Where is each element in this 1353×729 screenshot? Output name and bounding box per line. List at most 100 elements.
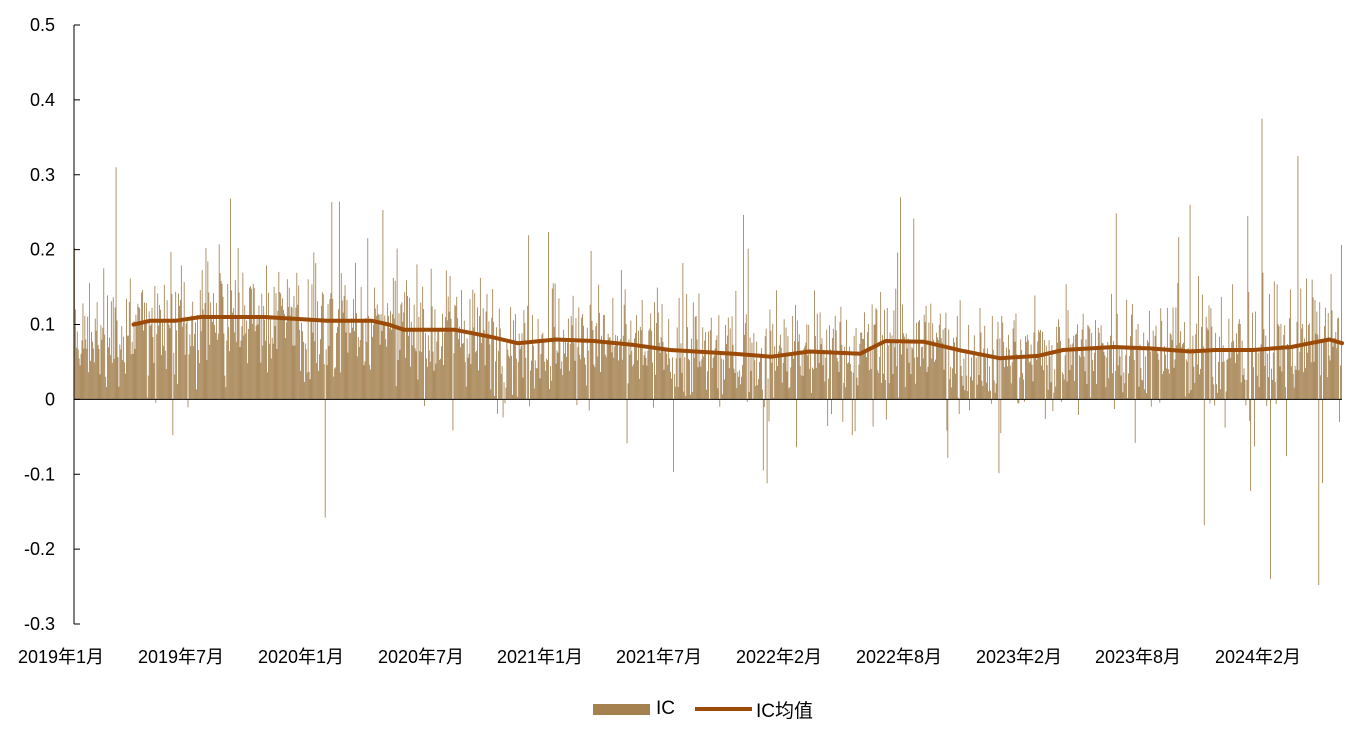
ic-bar	[166, 300, 168, 400]
ic-bar	[701, 359, 703, 400]
ic-bar	[677, 387, 679, 400]
ic-bar	[1186, 361, 1188, 400]
ic-bar	[934, 361, 936, 400]
ic-bar	[325, 349, 327, 400]
ic-bar	[443, 365, 444, 400]
ic-bar	[693, 357, 695, 400]
ic-bar	[135, 314, 137, 400]
ic-bar	[915, 383, 917, 400]
ic-bar	[414, 348, 416, 400]
ic-bar	[134, 348, 136, 400]
ic-bar	[1080, 339, 1082, 400]
ic-bar	[929, 340, 931, 400]
ic-bar	[519, 349, 521, 400]
ic-bar	[760, 348, 762, 400]
ic-bar	[620, 339, 621, 400]
ic-bar	[1266, 399, 1268, 406]
ic-bar	[937, 340, 939, 400]
ic-bar	[275, 293, 277, 400]
ic-bar	[400, 304, 402, 400]
ic-bar	[739, 370, 741, 400]
ic-bar	[695, 316, 697, 400]
ic-bar	[1325, 338, 1327, 400]
ic-bar	[706, 389, 707, 400]
y-tick-label: -0.1	[24, 464, 55, 484]
ic-bar	[585, 385, 587, 400]
ic-bar	[778, 345, 780, 400]
ic-bar	[1012, 328, 1014, 400]
ic-bar	[115, 167, 117, 400]
ic-bar	[1193, 366, 1195, 400]
ic-bar	[569, 343, 571, 400]
ic-bar	[1253, 367, 1254, 400]
ic-bar	[1255, 350, 1257, 400]
ic-bar	[230, 198, 231, 400]
ic-bar	[872, 399, 874, 427]
ic-bar	[595, 326, 597, 400]
ic-bar	[1126, 299, 1128, 400]
ic-bar	[857, 385, 859, 400]
ic-bar	[952, 368, 953, 400]
ic-bar	[778, 351, 779, 400]
ic-bar	[1286, 399, 1288, 457]
ic-bar	[1228, 318, 1230, 400]
ic-bar	[109, 337, 110, 400]
ic-bar	[216, 339, 218, 400]
ic-bar	[88, 372, 90, 400]
ic-bar	[399, 349, 401, 400]
ic-bar	[433, 370, 435, 400]
ic-bar	[508, 355, 510, 400]
ic-bar	[759, 362, 760, 400]
ic-bar	[1070, 344, 1072, 400]
ic-bar	[1236, 354, 1238, 400]
ic-bar	[1135, 329, 1137, 400]
ic-bar	[524, 322, 526, 400]
ic-bar	[1153, 349, 1155, 400]
ic-bar	[1033, 332, 1035, 400]
ic-bar	[1138, 386, 1140, 400]
ic-bar	[296, 272, 298, 400]
x-tick-label: 2022年8月	[856, 647, 942, 667]
ic-bar	[777, 365, 778, 400]
ic-bar	[144, 302, 145, 400]
ic-bar	[248, 328, 249, 400]
ic-bar	[1176, 345, 1178, 400]
ic-bar	[107, 295, 108, 400]
ic-bar	[256, 316, 258, 400]
ic-bar	[241, 326, 243, 400]
ic-bar	[629, 354, 631, 400]
ic-bar	[1103, 351, 1105, 400]
ic-bar	[1156, 347, 1158, 400]
ic-bar	[80, 353, 82, 400]
ic-bar	[772, 323, 774, 400]
ic-bar	[1332, 346, 1334, 400]
ic-bar	[710, 317, 712, 400]
ic-bar	[536, 368, 538, 400]
ic-bar	[1024, 399, 1025, 402]
ic-bar	[101, 339, 103, 400]
ic-bar	[602, 341, 603, 400]
ic-bar	[748, 391, 750, 400]
ic-bar	[590, 250, 592, 400]
ic-bar	[200, 331, 202, 400]
ic-bar	[470, 364, 472, 400]
ic-bar	[481, 334, 483, 400]
ic-bar	[830, 349, 831, 400]
ic-bar	[511, 355, 513, 400]
ic-bar	[351, 318, 353, 400]
ic-bar	[96, 302, 98, 400]
ic-bar	[1089, 328, 1091, 400]
ic-bar	[238, 292, 240, 400]
ic-bar	[666, 353, 668, 400]
ic-bar	[388, 315, 390, 400]
ic-bar	[267, 372, 268, 400]
ic-bar	[456, 296, 458, 400]
ic-bar	[349, 333, 351, 400]
ic-bar	[358, 346, 360, 400]
ic-bar	[811, 392, 812, 400]
ic-bar	[284, 314, 285, 400]
ic-bar	[455, 305, 457, 400]
ic-bar	[1230, 357, 1232, 400]
ic-bar	[948, 329, 950, 400]
ic-bar	[783, 319, 785, 400]
